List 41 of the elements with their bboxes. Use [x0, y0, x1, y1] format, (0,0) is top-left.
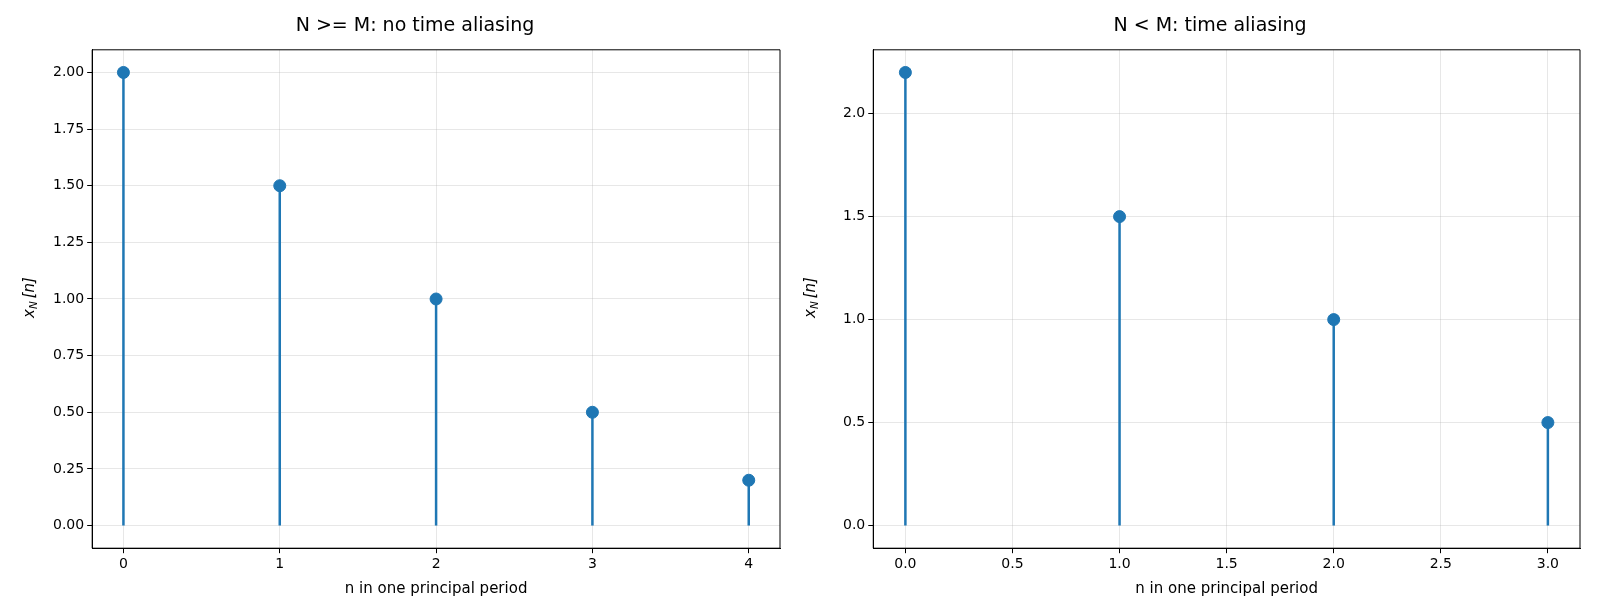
y-tick-label: 2.00 — [53, 63, 85, 80]
x-tick-label: 1.0 — [1108, 555, 1131, 572]
point — [1113, 210, 1127, 224]
point — [1327, 313, 1341, 327]
y-tick-label: 0.50 — [53, 402, 85, 419]
point — [742, 473, 756, 487]
y-tick-label: 2.0 — [843, 104, 866, 121]
y-axis-title: xN[n] — [20, 276, 40, 319]
point — [1541, 416, 1555, 430]
x-tick-label: 1.5 — [1215, 555, 1238, 572]
y-tick-label: 0.25 — [53, 459, 85, 476]
chart-title: N >= M: no time aliasing — [295, 13, 535, 36]
x-tick-label: 2.5 — [1429, 555, 1452, 572]
x-axis-title: n in one principal period — [344, 578, 528, 597]
x-axis-title: n in one principal period — [1135, 578, 1318, 597]
x-tick-label: 4 — [744, 555, 754, 572]
y-tick-label: 1.0 — [843, 310, 866, 327]
x-tick-label: 1 — [275, 555, 285, 572]
x-tick-label: 3.0 — [1536, 555, 1560, 572]
x-tick-label: 3 — [587, 555, 597, 572]
y-tick-label: 1.75 — [53, 119, 85, 136]
point — [429, 292, 443, 306]
point — [273, 179, 287, 193]
x-tick-label: 2 — [431, 555, 441, 572]
x-tick-label: 0 — [118, 555, 128, 572]
y-tick-label: 0.0 — [843, 516, 866, 533]
y-axis-title: xN[n] — [801, 276, 821, 319]
y-tick-label: 1.00 — [53, 289, 85, 306]
point — [898, 65, 912, 79]
point — [585, 405, 599, 419]
x-tick-label: 0.5 — [1001, 555, 1024, 572]
point — [116, 65, 130, 79]
y-tick-label: 0.75 — [53, 346, 85, 363]
y-tick-label: 1.50 — [53, 176, 85, 193]
y-tick-label: 0.5 — [843, 413, 866, 430]
y-tick-label: 0.00 — [53, 516, 85, 533]
x-tick-label: 0.0 — [894, 555, 917, 572]
x-tick-label: 2.0 — [1322, 555, 1345, 572]
y-tick-label: 1.25 — [53, 233, 85, 249]
y-tick-label: 1.5 — [843, 207, 866, 224]
chart-title: N < M: time aliasing — [1113, 13, 1307, 36]
